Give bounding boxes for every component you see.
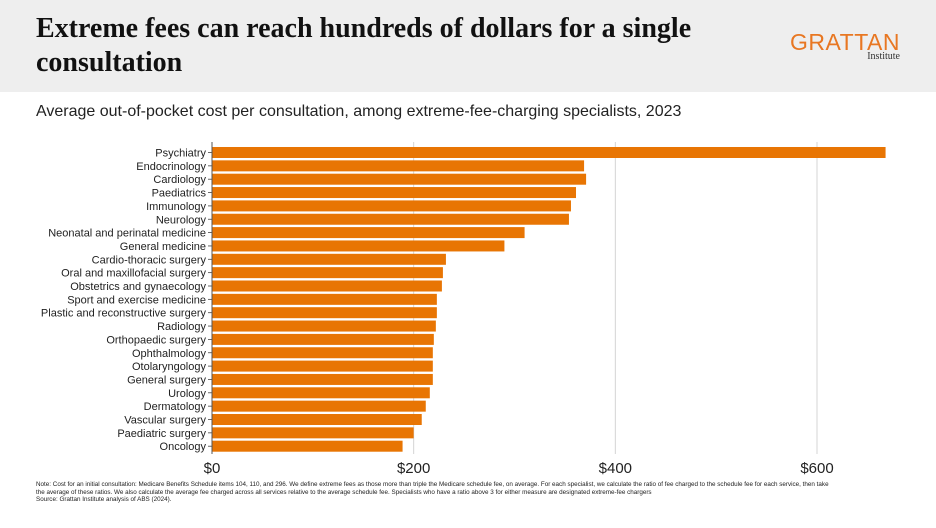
bar [212,360,433,372]
category-label: Paediatrics [152,188,207,200]
category-label: Plastic and reconstructive surgery [41,308,207,320]
bar [212,173,587,185]
bar [212,400,426,412]
bar [212,373,433,385]
source-text: Source: Grattan Institute analysis of AB… [36,496,172,504]
category-label: Vascular surgery [124,415,206,427]
category-label: Cardiology [153,174,206,186]
category-label: Immunology [146,201,206,213]
note-text: Note: Cost for an initial consultation: … [36,481,829,496]
grattan-logo: GRATTAN Institute [790,30,900,62]
category-label: Dermatology [144,401,207,413]
x-tick-label: $200 [397,460,430,477]
category-label: Otolaryngology [132,361,206,373]
logo-subtitle: Institute [867,51,900,62]
bar [212,307,437,319]
bar [212,213,569,225]
bar [212,414,422,425]
bar [212,280,442,292]
bar [212,200,571,212]
bar [212,160,585,172]
chart-subtitle: Average out-of-pocket cost per consultat… [36,103,682,120]
bar [212,293,437,305]
bar [212,347,433,359]
bar [212,267,443,279]
category-label: Obstetrics and gynaecology [70,281,206,293]
x-tick-label: $400 [599,460,632,477]
category-label: Neurology [156,214,207,226]
bar [212,147,886,158]
bar [212,187,577,199]
x-tick-label: $0 [204,460,221,477]
category-label: Neonatal and perinatal medicine [48,228,206,240]
x-tick-label: $600 [800,460,833,477]
bar [212,320,436,332]
category-label: Psychiatry [155,148,206,160]
header-band: Extreme fees can reach hundreds of dolla… [0,0,936,92]
category-label: Endocrinology [136,161,206,173]
bar [212,240,505,252]
bar [212,227,525,239]
category-label: Sport and exercise medicine [67,294,206,306]
category-label: Cardio-thoracic surgery [92,254,207,266]
bar [212,440,403,452]
category-label: Urology [168,388,206,400]
category-label: Oncology [160,441,207,453]
footnote: Note: Cost for an initial consultation: … [36,481,836,504]
bar [212,253,446,265]
bar [212,387,430,399]
bar [212,333,434,345]
page-title: Extreme fees can reach hundreds of dolla… [36,13,692,78]
category-label: Paediatric surgery [117,428,206,440]
category-label: Oral and maxillofacial surgery [61,268,206,280]
category-label: General medicine [120,241,206,253]
logo-wordmark: GRATTAN [790,29,900,55]
bar [212,427,414,439]
category-label: Orthopaedic surgery [106,334,206,346]
category-label: General surgery [127,374,206,386]
category-label: Ophthalmology [132,348,206,360]
category-label: Radiology [157,321,206,333]
